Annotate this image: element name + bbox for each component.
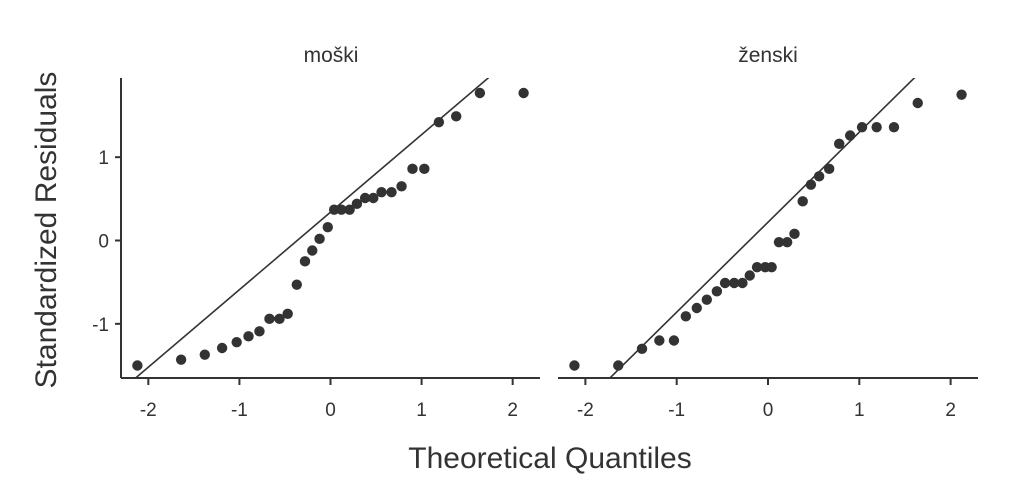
data-point: [314, 233, 325, 245]
data-point: [773, 236, 785, 248]
data-point: [691, 302, 702, 314]
panel-title: moški: [304, 44, 359, 67]
y-tick-label: 0: [98, 232, 109, 253]
x-tick-label: 2: [945, 400, 956, 421]
data-point: [744, 270, 755, 281]
data-point: [419, 163, 430, 175]
data-point: [254, 326, 265, 337]
data-point: [396, 181, 407, 192]
data-point: [264, 313, 275, 325]
data-point: [451, 111, 462, 122]
data-point: [823, 163, 835, 175]
data-point: [797, 196, 808, 207]
data-point: [474, 87, 486, 99]
data-point: [751, 261, 763, 273]
data-point: [199, 349, 210, 360]
panel-title: ženski: [738, 44, 798, 67]
data-point: [805, 179, 817, 190]
data-point: [766, 261, 777, 273]
data-point: [613, 360, 624, 371]
panel-moski: moški -1 0 1 -2 -1 0 1 2: [92, 44, 540, 421]
data-point: [359, 192, 371, 204]
y-axis-title: Standardized Residuals: [30, 72, 63, 389]
x-tick-label: -1: [231, 400, 248, 421]
reference-line: [608, 78, 916, 378]
data-point: [291, 279, 302, 290]
data-point: [844, 130, 856, 141]
x-tick-label: -2: [140, 400, 157, 421]
data-point: [231, 336, 242, 348]
data-point: [789, 228, 800, 240]
data-point: [856, 121, 868, 133]
data-point: [407, 163, 418, 175]
data-point: [307, 245, 318, 256]
data-point: [654, 335, 665, 346]
data-point: [132, 360, 143, 371]
data-point: [737, 277, 748, 289]
x-axis-title: Theoretical Quantiles: [408, 442, 691, 475]
data-point: [243, 331, 254, 342]
data-point: [888, 121, 900, 133]
data-point: [299, 256, 311, 267]
data-point: [569, 360, 580, 371]
data-point: [813, 171, 825, 182]
data-point: [344, 204, 355, 215]
data-point: [912, 97, 923, 109]
data-point: [834, 138, 845, 150]
data-point: [729, 277, 740, 289]
data-point: [282, 308, 293, 320]
data-point: [175, 354, 187, 365]
data-point: [518, 87, 529, 99]
data-point: [274, 313, 285, 325]
data-point: [322, 221, 333, 233]
x-tick-label: -2: [577, 400, 594, 421]
data-point: [433, 116, 445, 128]
y-tick-label: 1: [98, 148, 109, 169]
x-tick-label: 2: [507, 400, 518, 421]
data-point: [336, 204, 347, 215]
data-point: [711, 286, 723, 297]
panel-zenski: ženski -2 -1 0 1 2: [558, 44, 978, 421]
data-point: [386, 186, 397, 198]
data-point: [216, 342, 228, 354]
data-point: [668, 335, 680, 346]
data-point: [719, 277, 731, 289]
data-point: [328, 204, 340, 215]
data-point: [701, 294, 713, 305]
x-tick-label: 0: [325, 400, 336, 421]
data-point: [368, 192, 379, 204]
data-point: [351, 198, 363, 210]
x-tick-label: 0: [763, 400, 774, 421]
data-point: [956, 89, 967, 100]
x-tick-label: 1: [416, 400, 427, 421]
data-point: [680, 311, 692, 322]
y-tick-label: -1: [92, 315, 109, 336]
data-point: [636, 343, 648, 355]
data-point: [376, 186, 387, 198]
x-tick-label: 1: [854, 400, 865, 421]
x-tick-label: -1: [668, 400, 685, 421]
data-point: [871, 121, 882, 133]
data-point: [781, 236, 793, 248]
